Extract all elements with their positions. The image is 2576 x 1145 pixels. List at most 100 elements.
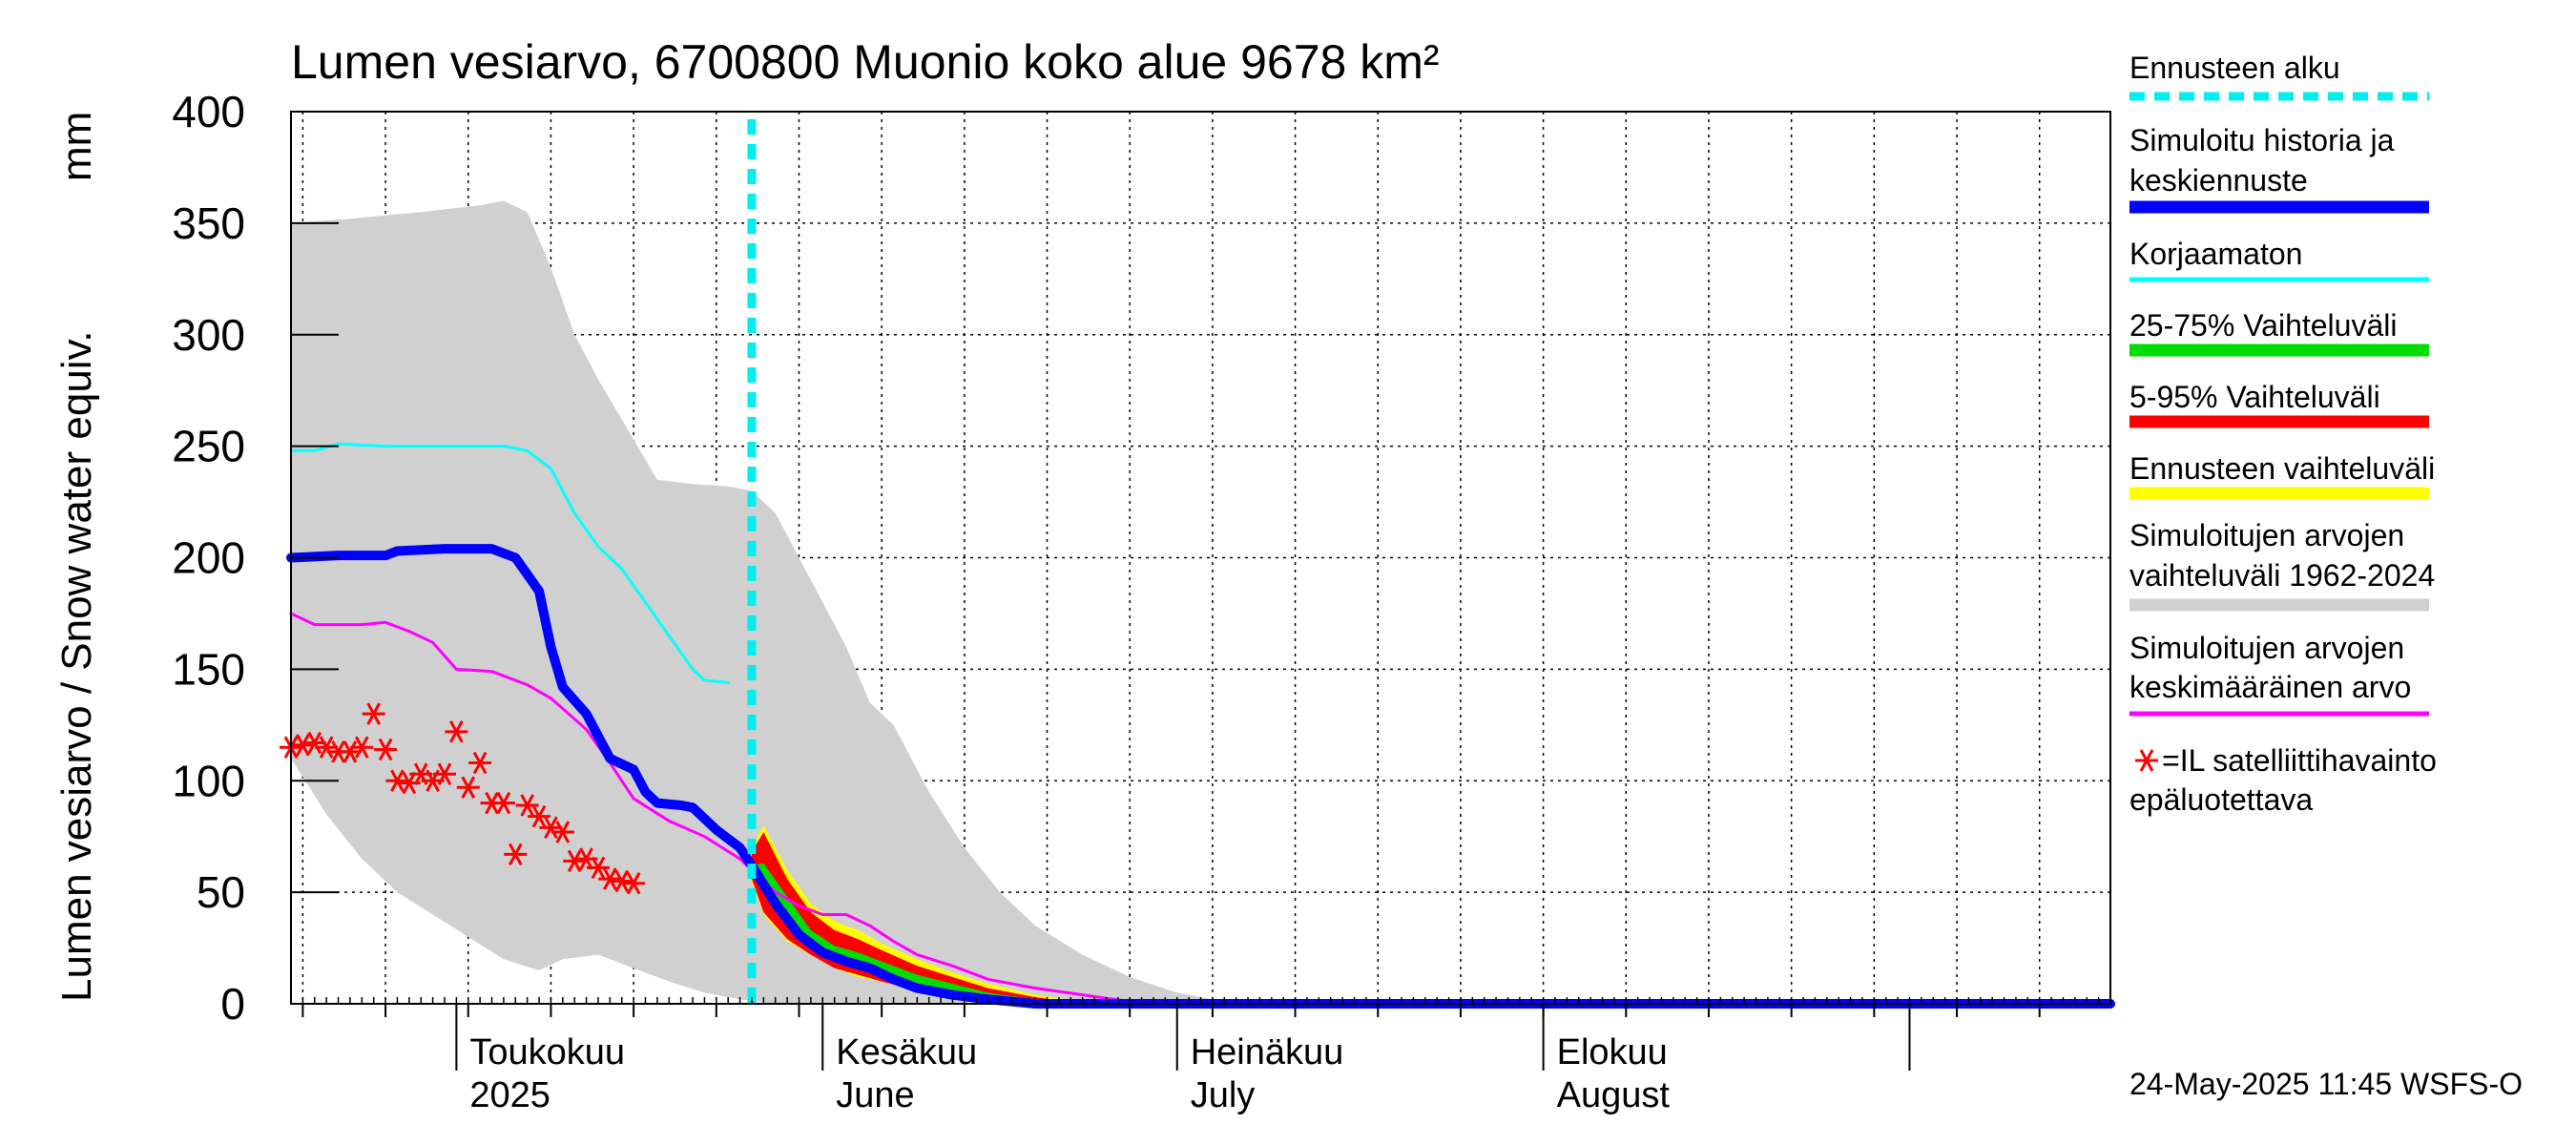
marker-stroke (331, 740, 345, 763)
y-tick-label: 100 (172, 756, 245, 805)
line-simuloitujen-arvojen-keskim-r-inen-arvo (289, 612, 2112, 1006)
marker-stroke (520, 794, 534, 817)
satellite-marker (491, 791, 515, 815)
legend-p25-75-label: 25-75% Vaihteluväli (2129, 308, 2397, 343)
satellite-marker (315, 736, 339, 759)
y-tick-label: 200 (172, 533, 245, 583)
satellite-observations (280, 702, 646, 895)
satellite-marker (468, 751, 492, 775)
marker-stroke (461, 776, 476, 799)
marker-stroke (307, 731, 322, 755)
legend-hist-range-label-2: vaihteluväli 1962-2024 (2129, 558, 2435, 593)
satellite-marker (445, 720, 468, 743)
legend-forecast-start-label: Ennusteen alku (2129, 51, 2340, 85)
legend-sim-label-1: Simuloitu historia ja (2129, 123, 2395, 157)
x-month-sublabel: June (836, 1075, 914, 1115)
marker-stroke (296, 734, 310, 757)
satellite-marker (432, 762, 456, 785)
y-axis-label-text: Lumen vesiarvo / Snow water equiv. (53, 330, 100, 1002)
satellite-marker (350, 736, 374, 759)
y-axis-label: Lumen vesiarvo / Snow water equiv. mm (53, 112, 100, 1002)
marker-stroke (319, 736, 334, 759)
satellite-marker (563, 849, 587, 873)
x-month-label: Kesäkuu (836, 1032, 977, 1072)
bands (291, 200, 1272, 1004)
y-tick-label: 250 (172, 422, 245, 471)
y-axis-unit: mm (53, 112, 100, 181)
band-simuloitujen-arvojen-vaihteluv-li-1962-2024 (291, 200, 1272, 1004)
marker-stroke (531, 804, 547, 828)
grid-lines (291, 112, 2110, 1004)
y-tick-label: 400 (172, 87, 245, 136)
y-tick-label: 150 (172, 644, 245, 694)
legend-mean-label-2: keskimääräinen arvo (2129, 670, 2411, 704)
chart-title: Lumen vesiarvo, 6700800 Muonio koko alue… (291, 35, 1440, 89)
band-25-75-vaihteluv-li (751, 863, 1083, 1004)
satellite-marker (338, 740, 362, 763)
x-month-sublabel: July (1191, 1075, 1256, 1115)
satellite-marker (374, 738, 398, 761)
satellite-marker (362, 702, 385, 725)
line-korjaamaton (289, 442, 730, 684)
x-month-label: Elokuu (1557, 1032, 1668, 1072)
legend-uncorrected-label: Korjaamaton (2129, 237, 2302, 271)
legend-p5-95-label: 5-95% Vaihteluväli (2129, 380, 2380, 414)
satellite-marker (504, 843, 528, 866)
legend-forecast-range-label: Ennusteen vaihteluväli (2129, 451, 2435, 486)
y-tick-label: 50 (197, 867, 245, 917)
legend-sat-label-2: epäluotettava (2129, 782, 2313, 817)
satellite-marker (610, 869, 634, 893)
series-lines (286, 119, 2115, 1009)
satellite-marker (551, 821, 574, 843)
footer-timestamp: 24-May-2025 11:45 WSFS-O (2129, 1067, 2523, 1101)
marker-stroke (366, 702, 381, 725)
satellite-marker (302, 731, 326, 755)
marker-stroke (390, 769, 405, 792)
legend-mean-label-1: Simuloitujen arvojen (2129, 631, 2404, 665)
satellite-marker (291, 734, 315, 757)
legend: Ennusteen alku Simuloitu historia ja kes… (2129, 51, 2437, 817)
marker-stroke (603, 867, 617, 890)
marker-stroke (402, 771, 417, 795)
x-month-label: Toukokuu (469, 1032, 625, 1072)
marker-stroke (544, 816, 558, 840)
satellite-marker (598, 867, 622, 890)
satellite-marker (456, 776, 480, 799)
satellite-marker (528, 804, 551, 828)
line-simuloitu-historia-ja-keskiennuste (286, 544, 2115, 1009)
marker-stroke (614, 869, 630, 893)
marker-stroke (508, 843, 523, 866)
marker-stroke (449, 720, 464, 743)
satellite-marker (586, 856, 610, 880)
marker-stroke (413, 762, 428, 785)
x-month-sublabel: 2025 (469, 1075, 551, 1115)
satellite-marker (539, 816, 563, 840)
marker-stroke (437, 762, 452, 785)
marker-stroke (354, 736, 369, 759)
satellite-marker (622, 872, 646, 895)
x-month-sublabel: August (1557, 1075, 1671, 1115)
legend-sat-label-1: =IL satelliittihavainto (2162, 743, 2437, 778)
marker-stroke (485, 791, 499, 815)
legend-sim-label-2: keskiennuste (2129, 163, 2308, 198)
marker-stroke (626, 872, 641, 895)
satellite-marker (385, 769, 409, 792)
marker-stroke (591, 856, 606, 880)
satellite-marker (515, 794, 539, 817)
y-tick-label: 0 (220, 979, 245, 1029)
marker-stroke (496, 791, 511, 815)
marker-stroke (378, 738, 393, 761)
marker-stroke (343, 740, 358, 763)
marker-stroke (555, 821, 571, 843)
y-tick-label: 300 (172, 310, 245, 360)
x-month-label: Heinäkuu (1191, 1032, 1344, 1072)
y-tick-label: 350 (172, 198, 245, 248)
axes (290, 111, 2111, 1071)
marker-stroke (472, 751, 488, 775)
marker-stroke (567, 849, 582, 873)
legend-sat-marker-icon (2135, 749, 2158, 772)
marker-stroke (579, 847, 593, 870)
legend-hist-range-label-1: Simuloitujen arvojen (2129, 518, 2404, 552)
